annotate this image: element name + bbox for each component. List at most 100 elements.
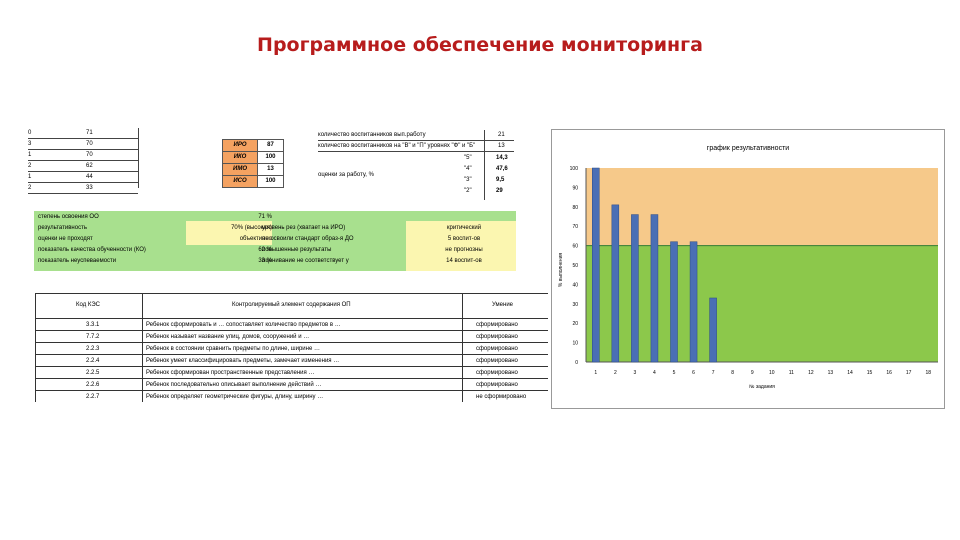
summary-line: результативность: [38, 225, 87, 231]
chart-x-tick: 12: [808, 370, 814, 376]
top-list-value: 70: [86, 152, 93, 158]
summary-mid-value: 62 %: [258, 247, 272, 253]
chart-y-tick: 90: [572, 185, 578, 191]
chart-x-tick: 4: [653, 370, 656, 376]
table-row: 7.7.2 Ребенок называет название улиц, дом…: [36, 330, 548, 343]
level-value: 87: [257, 140, 283, 151]
level-name: ИРО: [223, 140, 257, 151]
row-skill: сформировано: [476, 322, 518, 328]
chart-y-tick: 40: [572, 282, 578, 288]
table-header-skill: Умение: [492, 302, 514, 308]
top-list-value: 62: [86, 163, 93, 169]
top-list-key: 1: [28, 152, 32, 158]
chart-x-tick: 9: [751, 370, 754, 376]
page-title: Программное обеспечение мониторинга: [257, 34, 703, 56]
level-row: ИКО 100: [222, 152, 284, 164]
row-code: 2.2.5: [86, 370, 100, 376]
table-row: 2.2.5 Ребенок сформирован пространственны…: [36, 366, 548, 379]
top-list-row: 2 62: [28, 161, 138, 172]
chart-y-tick: 80: [572, 205, 578, 211]
row-code: 2.2.6: [86, 382, 100, 388]
top-list-row: 3 70: [28, 139, 138, 150]
kes-table: Код КЭС Контролируемый элемент содержани…: [35, 293, 548, 402]
chart-x-tick: 17: [906, 370, 912, 376]
row-element: Ребенок умеет классифицировать предметы,…: [146, 358, 340, 364]
results-chart: график результативности 0 10 20 30 40 50 60 70 80…: [551, 129, 945, 409]
chart-bar: [670, 241, 678, 363]
chart-x-tick: 10: [769, 370, 775, 376]
chart-y-tick: 20: [572, 321, 578, 327]
row-element: Ребенок называет название улиц, домов, с…: [146, 334, 310, 340]
level-row: ИСО 100: [222, 176, 284, 188]
summary-mid-value: 33 %: [258, 258, 272, 264]
table-header-element: Контролируемый элемент содержания ОП: [232, 302, 351, 308]
top-list-key: 3: [28, 141, 32, 147]
summary-right-value: 14 воспит-ов: [446, 258, 482, 264]
top-list-key: 2: [28, 163, 32, 169]
top-list-value: 70: [86, 141, 93, 147]
row-skill: сформировано: [476, 382, 518, 388]
summary-block: степень освоения ОО результативность оценк…: [34, 211, 516, 271]
chart-bar: [650, 214, 659, 363]
grade-value: 47,6: [496, 166, 508, 172]
summary-mid-value: 70% (высокая): [231, 225, 272, 231]
summary-line: показатель качества обученности (КО): [38, 247, 146, 253]
row-skill: сформировано: [476, 358, 518, 364]
top-number-list: 0 71 3 70 1 70 2 62 1 44 2 33: [28, 128, 138, 194]
table-row: 3.3.1 Ребенок сформировать и … сопоставля…: [36, 318, 548, 331]
level-value: 100: [257, 176, 283, 187]
divider: [138, 128, 139, 188]
row-element: Ребенок сформирован пространственные пре…: [146, 370, 315, 376]
chart-bar: [611, 204, 620, 363]
grade-label: "4": [464, 166, 472, 172]
top-list-value: 44: [86, 174, 93, 180]
grade-label: "3": [464, 177, 472, 183]
grade-value: 14,3: [496, 155, 508, 161]
summary-line: оценки не проходят: [38, 236, 93, 242]
chart-x-tick: 5: [673, 370, 676, 376]
chart-x-tick: 14: [847, 370, 853, 376]
chart-y-tick: 10: [572, 341, 578, 347]
chart-y-tick: 60: [572, 244, 578, 250]
row-element: Ребенок последовательно описывает выполн…: [146, 382, 322, 388]
chart-x-tick: 2: [614, 370, 617, 376]
chart-x-tick: 8: [731, 370, 734, 376]
row-code: 2.2.7: [86, 394, 100, 400]
row-element: Ребенок сформировать и … сопоставляет ко…: [146, 322, 341, 328]
top-list-value: 33: [86, 185, 93, 191]
summary-right-value: не прогнозны: [445, 247, 483, 253]
chart-x-label: № задания: [749, 384, 775, 390]
chart-x-tick: 16: [886, 370, 892, 376]
grade-label: "2": [464, 188, 472, 194]
chart-title: график результативности: [707, 145, 789, 152]
top-list-value: 71: [86, 130, 93, 136]
chart-x-tick: 15: [867, 370, 873, 376]
grade-value: 29: [496, 188, 503, 194]
chart-y-tick: 100: [570, 166, 579, 172]
chart-x-tick: 1: [594, 370, 597, 376]
stats-row2-value: 13: [498, 143, 505, 149]
table-row: 2.2.7 Ребенок определяет геометрические ф…: [36, 390, 548, 402]
chart-bar: [709, 297, 717, 363]
top-list-row: 0 71: [28, 128, 138, 139]
chart-y-tick: 30: [572, 302, 578, 308]
summary-right-label: повышенные результаты: [262, 247, 332, 253]
row-element: Ребенок в состоянии сравнить предметы по…: [146, 346, 320, 352]
chart-x-tick: 18: [925, 370, 931, 376]
top-list-key: 0: [28, 130, 32, 136]
row-element: Ребенок определяет геометрические фигуры…: [146, 394, 324, 400]
stats-row1-label: количество воспитанников вып.работу: [318, 132, 426, 138]
chart-x-tick: 11: [789, 370, 794, 376]
level-name: ИМО: [223, 164, 257, 175]
stats-table: количество воспитанников вып.работу 21 к…: [318, 130, 514, 200]
top-list-key: 1: [28, 174, 32, 180]
top-list-row: 2 33: [28, 183, 138, 194]
chart-x-tick: 3: [633, 370, 636, 376]
level-row: ИМО 13: [222, 164, 284, 176]
summary-line: показатель неуспеваемости: [38, 258, 117, 264]
row-skill: не сформировано: [476, 394, 527, 400]
row-code: 2.2.3: [86, 346, 100, 352]
chart-x-tick: 7: [712, 370, 715, 376]
table-row: 2.2.6 Ребенок последовательно описывает в…: [36, 378, 548, 391]
chart-above-zone: [586, 168, 938, 246]
